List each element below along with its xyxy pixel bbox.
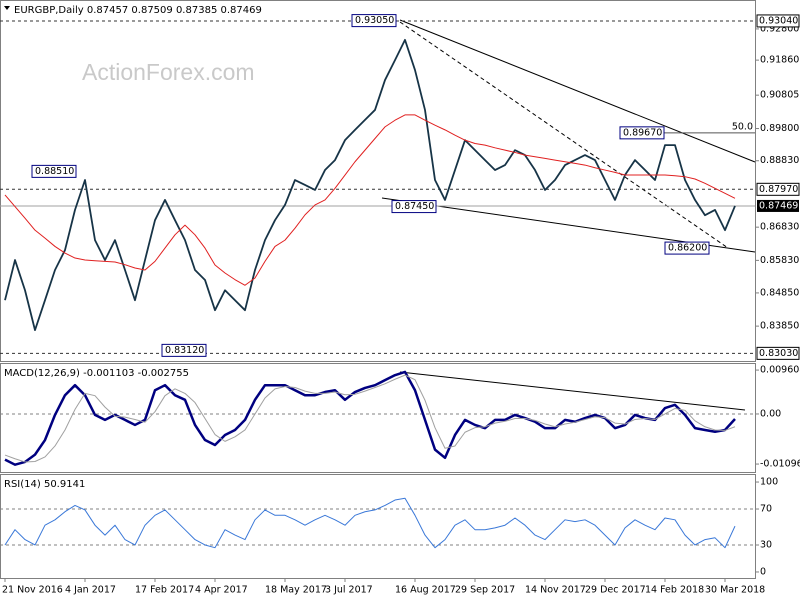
x-tick-label: 18 May 2017	[265, 585, 327, 596]
level-label: 0.93040	[759, 15, 798, 26]
x-tick-label: 14 Nov 2017	[525, 585, 586, 596]
annotation-box	[619, 126, 665, 140]
x-tick-label: 21 Nov 2016	[2, 585, 63, 596]
series-line	[4, 114, 736, 286]
menu-icon	[4, 6, 10, 10]
annotation-label: 0.86200	[668, 243, 707, 254]
rsi-frame	[0, 474, 756, 579]
level-box	[756, 14, 800, 28]
annotation-label: 0.93050	[355, 15, 394, 26]
y-tick-label: 100	[760, 477, 778, 488]
y-tick-label: 0.83850	[760, 321, 799, 332]
fibonacci-label: 50.0	[732, 121, 753, 132]
x-tick-label: 14 Feb 2018	[645, 585, 704, 596]
y-tick-label: 0.009608	[760, 365, 800, 376]
annotation-label: 0.83120	[165, 345, 204, 356]
macd-title: MACD(12,26,9) -0.001103 -0.002755	[4, 368, 189, 379]
y-tick-label: 30	[760, 539, 772, 550]
annotation-box	[664, 241, 710, 255]
level-box	[756, 182, 800, 196]
y-tick-label: 0.92800	[760, 23, 799, 34]
macd-frame	[0, 363, 756, 473]
x-tick-label: 4 Apr 2017	[195, 585, 248, 596]
y-tick-label: 0.84850	[760, 287, 799, 298]
y-tick-label: 70	[760, 504, 772, 515]
y-tick-label: 0.88830	[760, 155, 799, 166]
x-tick-label: 29 Dec 2017	[585, 585, 646, 596]
level-label: 0.87970	[759, 184, 798, 195]
series-line	[4, 374, 736, 463]
x-tick-label: 30 Mar 2018	[705, 585, 765, 596]
x-tick-label: 3 Jul 2017	[325, 585, 373, 596]
annotation-label: 0.87450	[395, 201, 434, 212]
annotation-label: 0.89670	[623, 127, 662, 138]
x-tick-label: 29 Sep 2017	[455, 585, 515, 596]
y-tick-label: 0.00	[760, 408, 781, 419]
x-tick-label: 17 Feb 2017	[135, 585, 194, 596]
annotation-box	[31, 164, 77, 178]
y-tick-label: 0.89800	[760, 123, 799, 134]
rsi-title: RSI(14) 50.9141	[4, 479, 85, 490]
chart-title: EURGBP,Daily 0.87457 0.87509 0.87385 0.8…	[14, 5, 262, 16]
level-label: 0.83030	[759, 348, 798, 359]
current-price-label: 0.87469	[759, 200, 798, 211]
macd-trend-line	[399, 371, 746, 411]
y-tick-label: 0.90805	[760, 90, 799, 101]
y-tick-label: 0.91860	[760, 55, 799, 66]
series-line	[4, 497, 736, 549]
annotation-box	[161, 343, 207, 357]
series-line	[4, 38, 736, 332]
level-box	[756, 346, 800, 360]
dashed-trend-line	[399, 21, 729, 249]
x-tick-label: 16 Aug 2017	[395, 585, 456, 596]
y-tick-label: 0.85830	[760, 255, 799, 266]
annotation-box	[391, 200, 437, 214]
watermark: ActionForex.com	[82, 59, 255, 85]
current-price-box	[757, 199, 799, 212]
annotation-box	[351, 14, 397, 28]
frames	[0, 0, 756, 579]
x-tick-label: 4 Jan 2017	[65, 585, 116, 596]
upper-trend-line	[399, 19, 756, 163]
price-frame	[0, 0, 756, 362]
y-tick-label: 0.86830	[760, 222, 799, 233]
annotation-label: 0.88510	[35, 166, 74, 177]
series-line	[4, 370, 736, 466]
y-tick-label: 0	[760, 566, 766, 577]
